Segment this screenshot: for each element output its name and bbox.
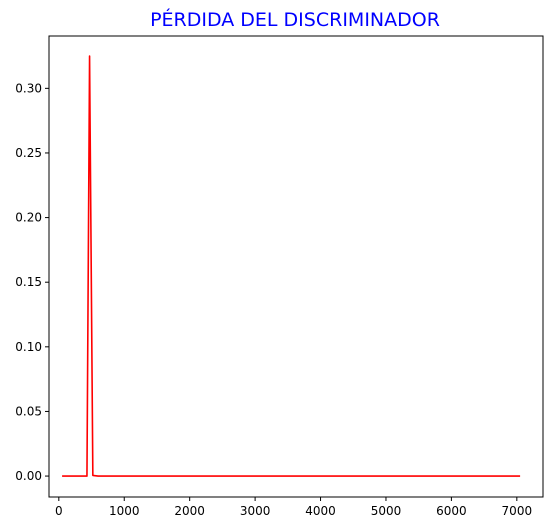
y-tick-label: 0.00 bbox=[15, 469, 42, 483]
x-tick-label: 4000 bbox=[305, 504, 336, 518]
x-tick-label: 1000 bbox=[109, 504, 140, 518]
y-tick-label: 0.25 bbox=[15, 146, 42, 160]
chart-title: PÉRDIDA DEL DISCRIMINADOR bbox=[150, 8, 440, 31]
y-tick-label: 0.30 bbox=[15, 81, 42, 95]
x-axis: 0 1000 2000 3000 4000 5000 6000 7000 bbox=[55, 497, 532, 518]
plot-area bbox=[62, 55, 521, 477]
x-tick-label: 3000 bbox=[240, 504, 271, 518]
x-tick-label: 6000 bbox=[436, 504, 467, 518]
y-tick-label: 0.10 bbox=[15, 340, 42, 354]
series-line bbox=[62, 55, 521, 477]
x-tick-label: 0 bbox=[55, 504, 63, 518]
x-tick-label: 7000 bbox=[502, 504, 533, 518]
axes-frame bbox=[48, 35, 544, 498]
y-tick-label: 0.20 bbox=[15, 211, 42, 225]
x-tick-label: 2000 bbox=[174, 504, 205, 518]
y-tick-label: 0.05 bbox=[15, 404, 42, 418]
y-axis: 0.00 0.05 0.10 0.15 0.20 0.25 0.30 bbox=[15, 81, 49, 483]
x-tick-label: 5000 bbox=[371, 504, 402, 518]
y-tick-label: 0.15 bbox=[15, 275, 42, 289]
